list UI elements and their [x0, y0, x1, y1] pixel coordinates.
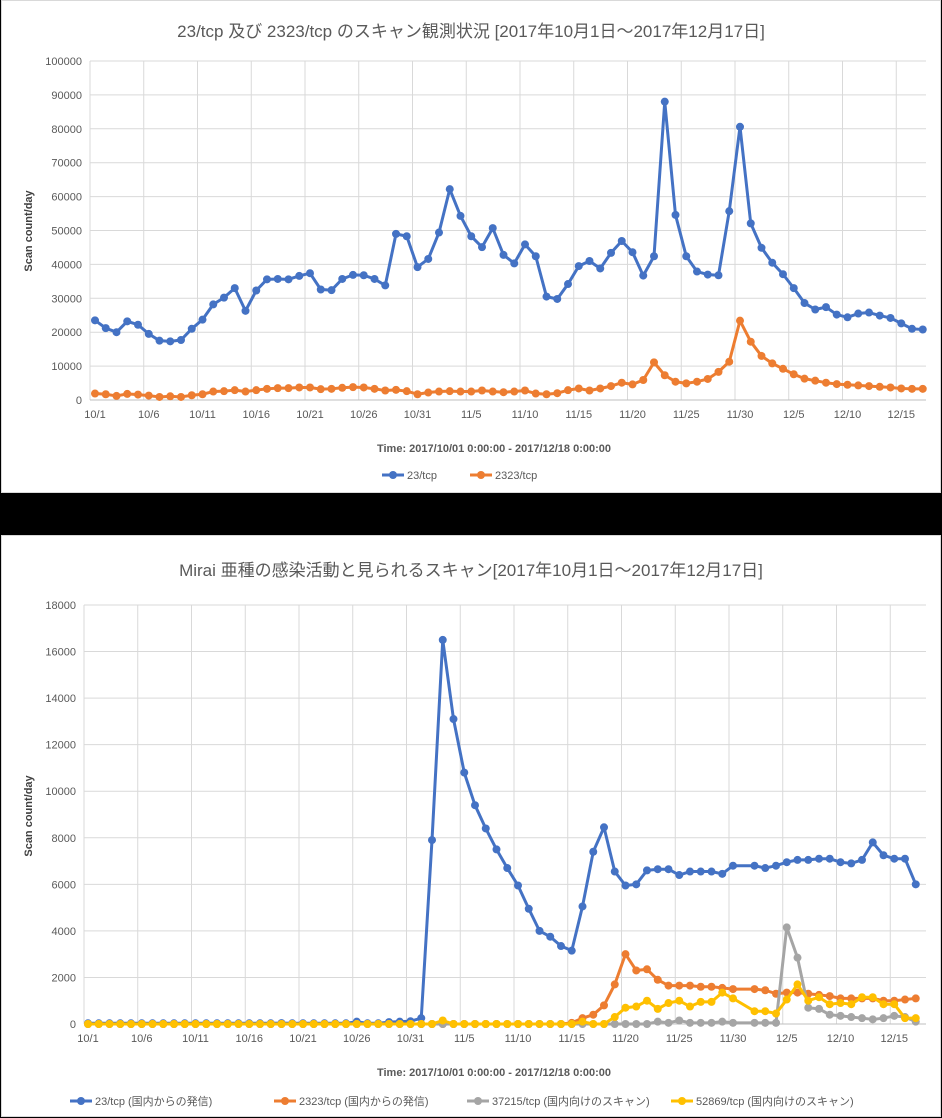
y-tick-label: 18000 [45, 600, 76, 612]
x-tick-label: 12/15 [880, 1033, 908, 1045]
y-tick-label: 50000 [51, 226, 82, 238]
x-tick-label: 10/21 [289, 1033, 317, 1045]
series-37215-tcp [84, 923, 920, 1028]
chart-title: 23/tcp 及び 2323/tcp のスキャン観測状況 [2017年10月1日… [177, 22, 765, 41]
series-2323-tcp [91, 316, 927, 401]
x-tick-label: 10/6 [138, 409, 159, 421]
x-tick-label: 11/20 [612, 1033, 639, 1045]
x-tick-label: 11/15 [558, 1033, 585, 1045]
x-tick-label: 12/5 [776, 1033, 797, 1045]
y-tick-label: 100000 [45, 56, 82, 68]
x-tick-label: 11/30 [720, 1033, 747, 1045]
line-chart-23-2323: 0 10000 20000 30000 40000 50000 60000 70000 8000… [23, 56, 927, 482]
y-tick-label: 40000 [51, 259, 82, 271]
x-tick-label: 12/10 [834, 409, 862, 421]
y-tick-label: 70000 [51, 158, 82, 170]
x-tick-label: 10/16 [235, 1033, 263, 1045]
svg-text:23/tcp (国内からの発信): 23/tcp (国内からの発信) [95, 1094, 212, 1108]
x-tick-label: 10/1 [77, 1033, 98, 1045]
legend-item: 23/tcp (国内からの発信) [70, 1094, 212, 1108]
legend-item: 2323/tcp [470, 470, 537, 482]
series-52869-tcp [84, 980, 920, 1028]
y-tick-label: 4000 [52, 926, 76, 938]
y-tick-label: 0 [70, 1019, 76, 1031]
x-tick-label: 12/15 [887, 409, 915, 421]
x-tick-label: 10/21 [296, 409, 324, 421]
x-tick-label: 10/26 [343, 1033, 371, 1045]
x-tick-label: 12/10 [827, 1033, 855, 1045]
x-tick-label: 10/1 [84, 409, 105, 421]
y-tick-label: 10000 [51, 361, 82, 373]
y-tick-label: 10000 [45, 786, 76, 798]
x-axis-title: Time: 2017/10/01 0:00:00 - 2017/12/18 0:… [377, 1067, 611, 1079]
legend-item: 52869/tcp (国内向けのスキャン) [671, 1094, 854, 1108]
y-tick-label: 16000 [45, 647, 76, 659]
y-tick-label: 0 [76, 395, 82, 407]
x-tick-label: 11/10 [512, 409, 539, 421]
chart-title: Mirai 亜種の感染活動と見られるスキャン[2017年10月1日～2017年1… [179, 561, 763, 580]
series-23-tcp [84, 635, 920, 1028]
y-tick-label: 6000 [52, 879, 76, 891]
y-tick-label: 60000 [51, 192, 82, 204]
legend-item: 37215/tcp (国内向けのスキャン) [467, 1094, 650, 1108]
line-chart-mirai: 0 2000 4000 6000 8000 10000 12000 14000 16000 180… [23, 600, 926, 1108]
legend-item: 23/tcp [382, 470, 437, 482]
x-tick-label: 12/5 [783, 409, 804, 421]
y-axis-title: Scan count/day [23, 189, 35, 271]
x-tick-label: 11/25 [673, 409, 700, 421]
y-tick-label: 20000 [51, 327, 82, 339]
y-tick-label: 14000 [45, 693, 76, 705]
svg-text:37215/tcp (国内向けのスキャン): 37215/tcp (国内向けのスキャン) [492, 1094, 650, 1108]
legend-item: 2323/tcp (国内からの発信) [274, 1094, 429, 1108]
y-tick-label: 12000 [45, 740, 76, 752]
x-tick-label: 11/25 [666, 1033, 693, 1045]
x-tick-label: 10/31 [404, 409, 432, 421]
svg-text:23/tcp: 23/tcp [407, 470, 437, 482]
svg-text:2323/tcp: 2323/tcp [495, 470, 537, 482]
x-axis-title: Time: 2017/10/01 0:00:00 - 2017/12/18 0:… [377, 443, 611, 455]
x-tick-label: 11/5 [461, 409, 482, 421]
x-tick-label: 10/11 [189, 409, 216, 421]
x-tick-label: 11/30 [727, 409, 754, 421]
x-tick-label: 10/26 [350, 409, 378, 421]
x-tick-label: 11/10 [505, 1033, 532, 1045]
y-axis-title: Scan count/day [23, 774, 35, 856]
x-tick-label: 10/31 [397, 1033, 425, 1045]
x-tick-label: 10/6 [131, 1033, 152, 1045]
svg-text:52869/tcp (国内向けのスキャン): 52869/tcp (国内向けのスキャン) [696, 1094, 854, 1108]
x-tick-label: 11/20 [619, 409, 646, 421]
x-tick-label: 11/5 [454, 1033, 475, 1045]
x-tick-label: 11/15 [565, 409, 592, 421]
x-tick-label: 10/11 [182, 1033, 209, 1045]
y-tick-label: 90000 [51, 90, 82, 102]
y-tick-label: 30000 [51, 293, 82, 305]
svg-text:2323/tcp (国内からの発信): 2323/tcp (国内からの発信) [299, 1094, 429, 1108]
y-tick-label: 80000 [51, 124, 82, 136]
chart-panel-23-2323: 23/tcp 及び 2323/tcp のスキャン観測状況 [2017年10月1日… [1, 0, 941, 493]
y-tick-label: 2000 [52, 972, 76, 984]
series-23-tcp [91, 97, 927, 346]
x-tick-label: 10/16 [242, 409, 270, 421]
chart-panel-mirai: Mirai 亜種の感染活動と見られるスキャン[2017年10月1日～2017年1… [1, 535, 941, 1117]
y-tick-label: 8000 [52, 833, 76, 845]
